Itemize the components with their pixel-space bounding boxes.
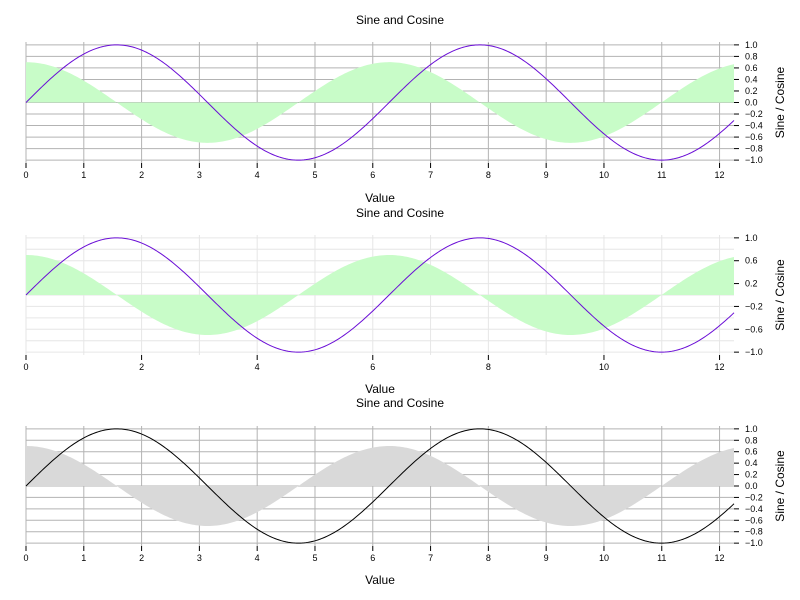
y-tick-label: −0.6	[745, 515, 763, 525]
x-tick-label: 0	[23, 362, 28, 372]
x-tick-label: 9	[544, 553, 549, 563]
y-tick-label: −0.8	[745, 144, 763, 154]
y-tick-label: 0.6	[745, 256, 758, 266]
y-tick-label: −0.4	[745, 504, 763, 514]
y-axis-label: Sine / Cosine	[773, 66, 787, 138]
x-axis-label: Value	[365, 573, 395, 587]
x-tick-label: 8	[486, 362, 491, 372]
y-tick-label: −0.2	[745, 301, 763, 311]
y-tick-label: 0.4	[745, 74, 758, 84]
sine-line	[25, 428, 735, 544]
x-tick-label: 5	[312, 170, 317, 180]
x-tick-label: 6	[370, 170, 375, 180]
y-tick-label: 0.2	[745, 470, 758, 480]
y-tick-label: 0.0	[745, 481, 758, 491]
x-tick-label: 6	[370, 553, 375, 563]
x-tick-label: 10	[599, 362, 609, 372]
x-tick-label: 6	[370, 362, 375, 372]
chart-title: Sine and Cosine	[356, 13, 444, 27]
x-tick-label: 1	[81, 553, 86, 563]
y-tick-label: 0.2	[745, 86, 758, 96]
y-tick-label: −0.2	[745, 492, 763, 502]
y-tick-label: 0.2	[745, 279, 758, 289]
x-tick-label: 2	[139, 553, 144, 563]
chart-title: Sine and Cosine	[356, 396, 444, 410]
x-tick-label: 12	[715, 362, 725, 372]
cosine-area	[26, 62, 734, 143]
x-tick-label: 12	[715, 553, 725, 563]
y-tick-label: −0.6	[745, 324, 763, 334]
cosine-area	[26, 255, 734, 335]
x-tick-label: 0	[23, 170, 28, 180]
x-tick-label: 11	[657, 170, 666, 180]
y-tick-label: −0.2	[745, 109, 763, 119]
x-tick-label: 3	[197, 170, 202, 180]
x-tick-label: 4	[255, 362, 260, 372]
y-tick-label: −1.0	[745, 155, 763, 165]
sine-line	[25, 44, 735, 161]
chart-panel-2: 0 2 4 6 8 10 12 1.0 0.6 0.2 −0.2 −0.6 −1.0 Sine and C…	[23, 206, 787, 396]
y-tick-label: 0.4	[745, 458, 758, 468]
x-tick-label: 8	[486, 170, 491, 180]
y-axis: 1.0 0.6 0.2 −0.2 −0.6 −1.0	[734, 233, 763, 357]
x-tick-label: 2	[139, 170, 144, 180]
y-tick-label: 0.8	[745, 51, 758, 61]
x-tick-label: 12	[715, 170, 725, 180]
y-axis: 1.00.8 0.60.4 0.2 0.0−0.2 −0.4−0.6 −0.8−1.0	[734, 40, 763, 165]
x-tick-label: 10	[599, 553, 609, 563]
y-tick-label: 0.8	[745, 435, 758, 445]
y-axis-label: Sine / Cosine	[773, 450, 787, 522]
x-tick-label: 3	[197, 553, 202, 563]
x-tick-label: 4	[255, 170, 260, 180]
x-tick-label: 0	[23, 553, 28, 563]
y-tick-label: 0.0	[745, 98, 758, 108]
x-axis-label: Value	[365, 191, 395, 205]
x-tick-label: 8	[486, 553, 491, 563]
y-tick-label: 1.0	[745, 233, 758, 243]
x-tick-label: 7	[428, 553, 433, 563]
y-tick-label: −0.6	[745, 132, 763, 142]
x-tick-label: 9	[544, 170, 549, 180]
x-tick-label: 7	[428, 170, 433, 180]
y-tick-label: 1.0	[745, 424, 758, 434]
x-tick-label: 1	[81, 170, 86, 180]
x-tick-label: 4	[255, 553, 260, 563]
chart-title: Sine and Cosine	[356, 206, 444, 220]
y-axis-label: Sine / Cosine	[773, 259, 787, 331]
x-axis-label: Value	[365, 382, 395, 396]
chart-panel-1: 0 1 2 3 4 5 6 7 8 9 10 11 121.00.80.60.40.20.0−0.2−0…	[23, 13, 787, 205]
y-tick-label: 1.0	[745, 40, 758, 50]
x-tick-label: 5	[312, 553, 317, 563]
chart-panel-3: 0 1 2 3 4 5 6 7 8 9 10 11 121.00.80.60.40.20.0−0.2−0…	[23, 396, 787, 587]
y-tick-label: −0.8	[745, 527, 763, 537]
x-axis: 0 2 4 6 8 10 12	[23, 355, 725, 372]
y-tick-label: 0.6	[745, 63, 758, 73]
y-tick-label: −1.0	[745, 538, 763, 548]
x-axis: 0 1 2 3 4 5 6 7 8 9 10 11 12	[23, 163, 725, 180]
x-axis: 0 1 2 3 4 5 6 7 8 9 10 11 12	[23, 546, 725, 563]
cosine-area	[26, 446, 734, 526]
y-axis: 1.00.8 0.60.4 0.20.0−0.2 −0.4−0.6 −0.8−1.0	[734, 424, 763, 548]
x-tick-label: 2	[139, 362, 144, 372]
sine-line	[25, 237, 735, 353]
y-tick-label: −1.0	[745, 347, 763, 357]
x-tick-label: 11	[657, 553, 666, 563]
y-tick-label: 0.6	[745, 447, 758, 457]
y-tick-label: −0.4	[745, 121, 763, 131]
x-tick-label: 10	[599, 170, 609, 180]
